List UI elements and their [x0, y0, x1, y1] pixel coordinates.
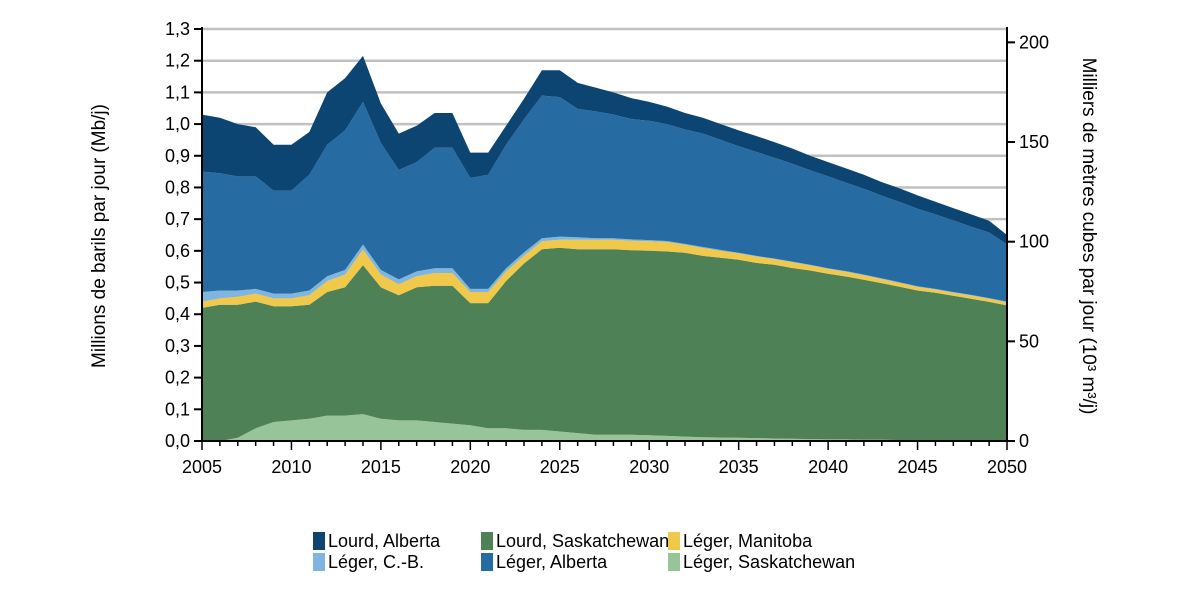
x-tick-label: 2030: [629, 457, 669, 477]
legend-label-l-ger-manitoba: Léger, Manitoba: [683, 531, 813, 551]
left-tick-label: 0,4: [165, 304, 190, 324]
legend-label-l-ger-alberta: Léger, Alberta: [496, 552, 608, 572]
right-axis-ticks: 0 50 100 150 200: [1007, 32, 1049, 451]
legend-swatch-lourd-alberta: [313, 532, 325, 550]
left-tick-label: 0,3: [165, 336, 190, 356]
x-tick-label: 2010: [271, 457, 311, 477]
x-tick-label: 2020: [450, 457, 490, 477]
right-tick-label: 150: [1019, 132, 1049, 152]
x-tick-label: 2035: [719, 457, 759, 477]
area-lourd-alberta: [202, 55, 1007, 245]
left-tick-label: 1,2: [165, 51, 190, 71]
legend-swatch-l-ger-manitoba: [668, 532, 680, 550]
axes: [201, 27, 1008, 442]
x-tick-label: 2015: [361, 457, 401, 477]
left-tick-label: 1,3: [165, 19, 190, 39]
x-tick-label: 2005: [182, 457, 222, 477]
left-axis-ticks: 0,0 0,1 0,2 0,3 0,4 0,5 0,6 0,7 0,8 0,9 1,0 1,1 1,2 1…: [165, 19, 202, 451]
right-tick-label: 200: [1019, 32, 1049, 52]
legend-swatch-l-ger-saskatchewan: [668, 553, 680, 571]
x-axis-ticks: 2005 2010 2015 2020 2025 2030 2035 2040 2045 2050: [182, 441, 1027, 477]
legend-label-lourd-saskatchewan: Lourd, Saskatchewan: [496, 531, 669, 551]
area-lourd-saskatchewan: [202, 247, 1007, 441]
left-tick-label: 1,0: [165, 114, 190, 134]
right-tick-label: 50: [1019, 331, 1039, 351]
left-tick-label: 0,8: [165, 177, 190, 197]
left-tick-label: 1,1: [165, 82, 190, 102]
x-tick-label: 2050: [987, 457, 1027, 477]
right-tick-label: 0: [1019, 431, 1029, 451]
right-tick-label: 100: [1019, 232, 1049, 252]
legend-label-l-ger-saskatchewan: Léger, Saskatchewan: [683, 552, 855, 572]
left-tick-label: 0,7: [165, 209, 190, 229]
left-axis-title: Millions de barils par jour (Mb/j): [89, 104, 110, 368]
x-tick-label: 2045: [898, 457, 938, 477]
x-tick-label: 2040: [808, 457, 848, 477]
area-series: [202, 55, 1007, 441]
left-tick-label: 0,1: [165, 399, 190, 419]
legend-label-lourd-alberta: Lourd, Alberta: [328, 531, 441, 551]
right-axis-title: Milliers de mètres cubes par jour (10³ m…: [1078, 58, 1099, 415]
left-tick-label: 0,2: [165, 368, 190, 388]
area-l-ger-alberta: [202, 95, 1007, 302]
legend-swatch-l-ger-c-b-: [313, 553, 325, 571]
left-tick-label: 0,0: [165, 431, 190, 451]
legend-swatch-lourd-saskatchewan: [481, 532, 493, 550]
left-tick-label: 0,6: [165, 241, 190, 261]
area-l-ger-manitoba: [202, 239, 1007, 308]
area-l-ger-c-b-: [202, 236, 1007, 303]
left-tick-label: 0,9: [165, 146, 190, 166]
legend-label-l-ger-c-b-: Léger, C.-B.: [328, 552, 424, 572]
area-l-ger-saskatchewan: [202, 414, 1007, 441]
left-tick-label: 0,5: [165, 273, 190, 293]
legend-swatch-l-ger-alberta: [481, 553, 493, 571]
x-tick-label: 2025: [540, 457, 580, 477]
